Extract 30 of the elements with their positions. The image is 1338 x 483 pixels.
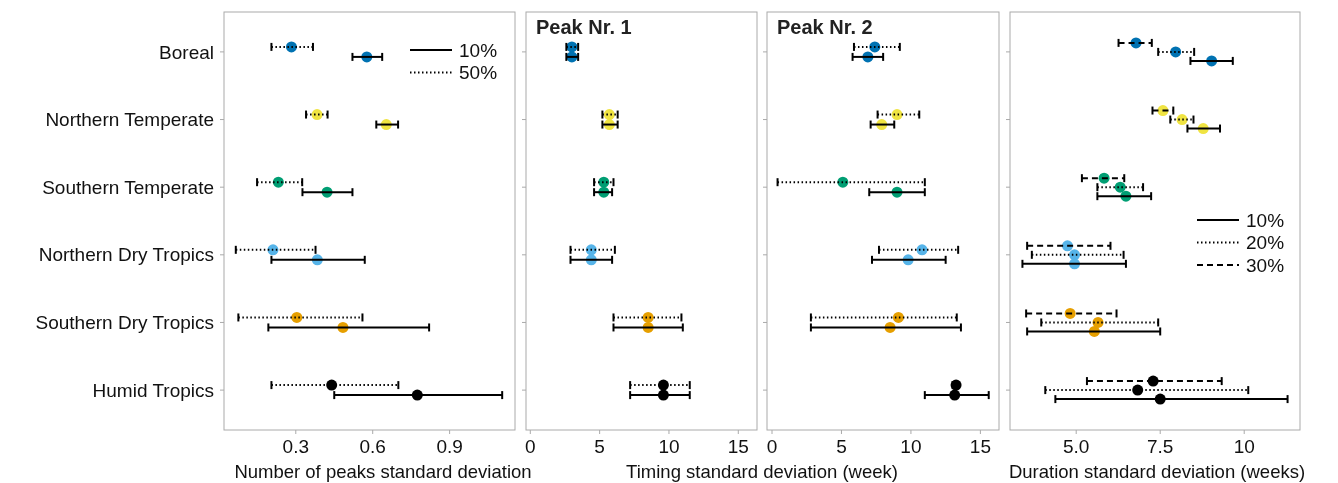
y-tick-label: Northern Dry Tropics	[38, 244, 214, 266]
x-axis-title: Duration standard deviation (weeks)	[1008, 461, 1306, 482]
x-tick-label: 0	[525, 436, 536, 457]
chart-title: Peak Nr. 2	[777, 16, 873, 38]
legend-label: 20%	[1246, 232, 1285, 254]
chart-title: Peak Nr. 1	[536, 16, 632, 38]
y-tick-label: Northern Temperate	[45, 109, 214, 131]
x-axis-title: Number of peaks standard deviation	[234, 461, 532, 482]
y-tick-label: Humid Tropics	[92, 379, 214, 401]
y-tick-label: Southern Temperate	[42, 176, 214, 198]
x-tick-label: 10	[658, 436, 680, 457]
legend-label: 50%	[459, 62, 498, 84]
x-tick-label: 0.3	[282, 436, 309, 457]
x-tick-label: 0	[766, 436, 778, 457]
legend-label: 30%	[1246, 254, 1285, 276]
x-tick-label: 15	[969, 436, 991, 457]
x-tick-label: 5	[836, 436, 847, 457]
x-tick-label: 0.6	[359, 436, 386, 457]
y-tick-label: Boreal	[159, 41, 214, 63]
x-tick-label: 5	[594, 436, 605, 457]
x-tick-label: 10	[900, 436, 922, 457]
x-tick-label: 5.0	[1062, 436, 1090, 457]
legend-label: 10%	[459, 39, 498, 61]
x-tick-label: 0.9	[436, 436, 463, 457]
x-tick-label: 10	[1233, 436, 1255, 457]
x-tick-label: 15	[727, 436, 749, 457]
x-tick-label: 7.5	[1147, 436, 1174, 457]
y-tick-label: Southern Dry Tropics	[35, 312, 214, 334]
legend-label: 10%	[1246, 209, 1285, 231]
x-axis-title: Timing standard deviation (week)	[626, 461, 898, 482]
